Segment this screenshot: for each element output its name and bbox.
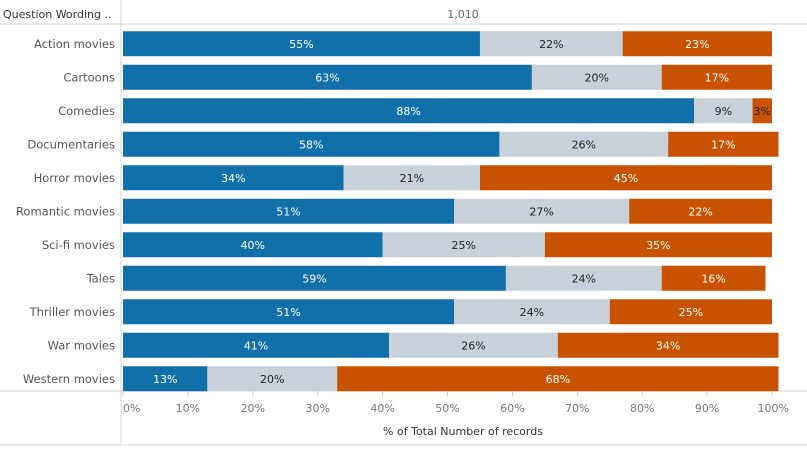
bar-tales-negative[interactable] — [661, 265, 766, 291]
category-label-comedies[interactable]: Comedies — [58, 104, 115, 118]
x-axis-ticks: 0% 10% 20% 30% 40% 50% 60% 70% 80% 90% 100% — [122, 391, 789, 415]
x-tick-label: 0% — [123, 402, 140, 415]
bar-sci-fi-movies-positive[interactable] — [123, 232, 383, 258]
x-tick-label: 20% — [241, 402, 265, 415]
bar-cartoons-neutral[interactable] — [531, 64, 662, 90]
data-label-thriller-movies-negative: 25% — [679, 306, 703, 319]
x-tick-label: 50% — [435, 402, 459, 415]
data-label-action-movies-positive: 55% — [289, 38, 313, 51]
data-label-sci-fi-movies-neutral: 25% — [451, 239, 475, 252]
data-label-action-movies-negative: 23% — [685, 38, 709, 51]
data-label-western-movies-neutral: 20% — [260, 373, 284, 386]
bar-romantic-movies-negative[interactable] — [629, 198, 772, 224]
data-label-comedies-negative: 3% — [754, 105, 771, 118]
data-label-tales-neutral: 24% — [572, 272, 596, 285]
category-label-tales[interactable]: Tales — [86, 271, 115, 285]
bar-cartoons-positive[interactable] — [123, 64, 532, 90]
data-label-cartoons-negative: 17% — [705, 71, 729, 84]
bar-war-movies-positive[interactable] — [123, 332, 390, 358]
data-label-documentaries-neutral: 26% — [572, 138, 596, 151]
category-label-horror-movies[interactable]: Horror movies — [34, 171, 115, 185]
category-label-western-movies[interactable]: Western movies — [23, 372, 115, 386]
category-labels: Action movies Cartoons Comedies Documentari… — [16, 37, 115, 386]
bar-cartoons-negative[interactable] — [661, 64, 772, 90]
row-label-header[interactable]: Question Wording .. — [3, 8, 111, 21]
data-label-documentaries-positive: 58% — [299, 138, 323, 151]
data-label-thriller-movies-neutral: 24% — [520, 306, 544, 319]
data-label-western-movies-negative: 68% — [546, 373, 570, 386]
data-label-war-movies-positive: 41% — [244, 339, 268, 352]
data-label-western-movies-positive: 13% — [153, 373, 177, 386]
x-tick-label: 100% — [758, 402, 789, 415]
category-label-sci-fi-movies[interactable]: Sci-fi movies — [42, 238, 115, 252]
category-label-cartoons[interactable]: Cartoons — [63, 70, 115, 84]
data-label-horror-movies-positive: 34% — [221, 172, 245, 185]
data-label-romantic-movies-neutral: 27% — [529, 205, 553, 218]
bar-horror-movies-negative[interactable] — [479, 165, 772, 191]
data-label-romantic-movies-positive: 51% — [276, 205, 300, 218]
bar-western-movies-positive[interactable] — [123, 366, 208, 392]
category-label-war-movies[interactable]: War movies — [48, 338, 115, 352]
bar-western-movies-negative[interactable] — [337, 366, 779, 392]
x-tick-label: 30% — [305, 402, 329, 415]
data-label-documentaries-negative: 17% — [711, 138, 735, 151]
bar-action-movies-neutral[interactable] — [479, 31, 623, 57]
data-label-thriller-movies-positive: 51% — [276, 306, 300, 319]
data-label-war-movies-negative: 34% — [656, 339, 680, 352]
bar-horror-movies-neutral[interactable] — [343, 165, 480, 191]
x-tick-label: 70% — [565, 402, 589, 415]
bar-documentaries-neutral[interactable] — [499, 131, 669, 157]
bar-tales-neutral[interactable] — [505, 265, 662, 291]
x-tick-label: 90% — [695, 402, 719, 415]
data-label-sci-fi-movies-negative: 35% — [646, 239, 670, 252]
column-header-total: 1,010 — [447, 8, 479, 21]
bar-sci-fi-movies-negative[interactable] — [544, 232, 772, 258]
data-label-war-movies-neutral: 26% — [461, 339, 485, 352]
x-tick-label: 60% — [500, 402, 524, 415]
bar-romantic-movies-positive[interactable] — [123, 198, 454, 224]
bar-tales-positive[interactable] — [123, 265, 506, 291]
data-label-comedies-neutral: 9% — [715, 105, 732, 118]
bar-western-movies-neutral[interactable] — [207, 366, 338, 392]
bar-action-movies-negative[interactable] — [622, 31, 772, 57]
bars: 55% 22% 23% 63% 20% 17% 88% 9% 3% 58% 26% 17% 34% 21%… — [123, 31, 779, 392]
data-label-horror-movies-negative: 45% — [614, 172, 638, 185]
data-label-tales-negative: 16% — [701, 272, 725, 285]
data-label-action-movies-neutral: 22% — [539, 38, 563, 51]
bar-thriller-movies-positive[interactable] — [123, 299, 454, 325]
data-label-sci-fi-movies-positive: 40% — [241, 239, 265, 252]
bar-documentaries-negative[interactable] — [668, 131, 779, 157]
data-label-comedies-positive: 88% — [396, 105, 420, 118]
data-label-horror-movies-neutral: 21% — [400, 172, 424, 185]
data-label-romantic-movies-negative: 22% — [688, 205, 712, 218]
x-tick-label: 10% — [176, 402, 200, 415]
bar-comedies-positive[interactable] — [123, 98, 695, 124]
data-label-cartoons-neutral: 20% — [585, 71, 609, 84]
category-label-action-movies[interactable]: Action movies — [34, 37, 115, 51]
data-label-tales-positive: 59% — [302, 272, 326, 285]
x-tick-label: 40% — [370, 402, 394, 415]
bar-horror-movies-positive[interactable] — [123, 165, 344, 191]
x-tick-label: 80% — [630, 402, 654, 415]
bar-action-movies-positive[interactable] — [123, 31, 480, 57]
bar-thriller-movies-negative[interactable] — [609, 299, 772, 325]
data-label-cartoons-positive: 63% — [315, 71, 339, 84]
bar-documentaries-positive[interactable] — [123, 131, 500, 157]
category-label-thriller-movies[interactable]: Thriller movies — [29, 305, 115, 319]
bar-comedies-negative[interactable] — [752, 98, 772, 124]
bar-sci-fi-movies-neutral[interactable] — [382, 232, 545, 258]
x-axis-label: % of Total Number of records — [383, 425, 543, 438]
bar-romantic-movies-neutral[interactable] — [453, 198, 630, 224]
bar-thriller-movies-neutral[interactable] — [453, 299, 610, 325]
bar-war-movies-neutral[interactable] — [389, 332, 558, 358]
category-label-romantic-movies[interactable]: Romantic movies — [16, 204, 115, 218]
bar-comedies-neutral[interactable] — [694, 98, 753, 124]
category-label-documentaries[interactable]: Documentaries — [27, 137, 115, 151]
bar-war-movies-negative[interactable] — [557, 332, 779, 358]
